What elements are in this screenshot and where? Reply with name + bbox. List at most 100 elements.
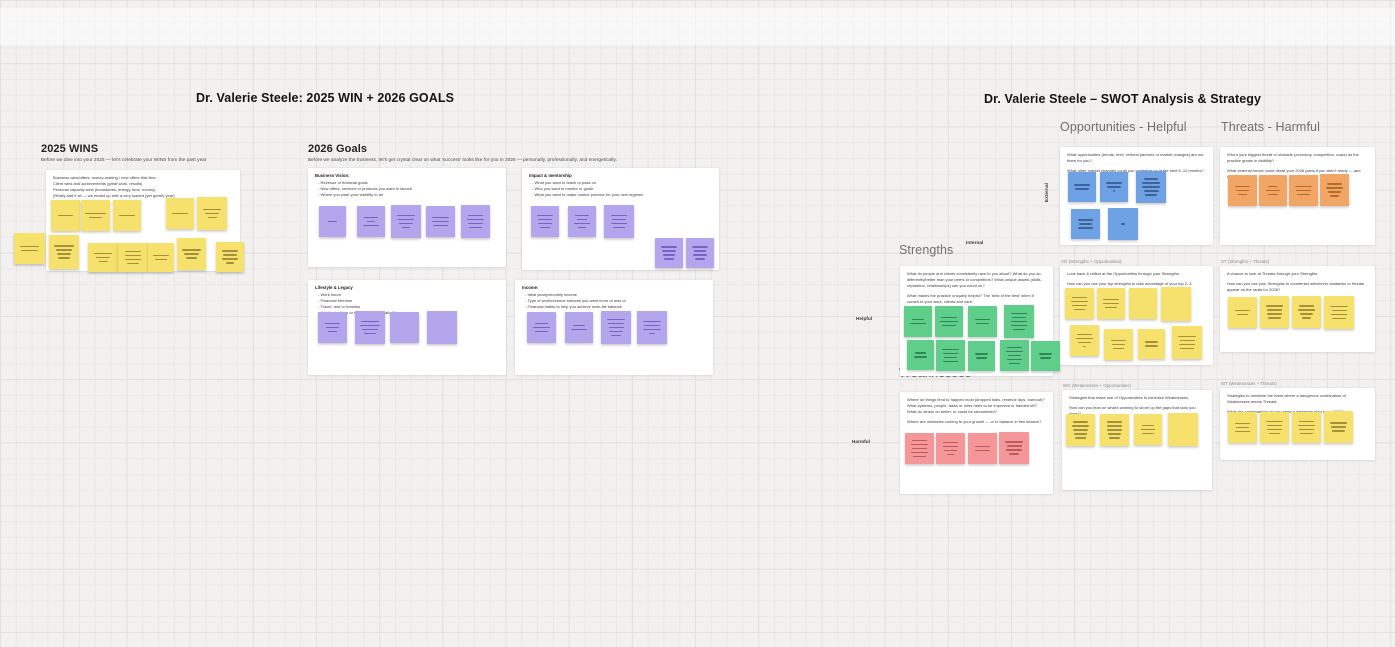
- note-text-line: [1141, 424, 1155, 427]
- sticky-note-wo-strategies-yellow[interactable]: [1168, 413, 1198, 446]
- sticky-note-weaknesses-red[interactable]: [999, 432, 1029, 464]
- swot-board-title[interactable]: Dr. Valerie Steele – SWOT Analysis & Str…: [984, 92, 1262, 106]
- sticky-note-wins-yellow[interactable]: [148, 243, 174, 272]
- sticky-note-income-purple[interactable]: [565, 312, 593, 343]
- sticky-note-opportunities-blue[interactable]: [1068, 172, 1096, 202]
- sticky-note-wins-yellow[interactable]: [197, 197, 227, 230]
- sticky-note-impact-mentorship-purple[interactable]: [686, 238, 714, 268]
- sticky-note-wins-yellow[interactable]: [49, 235, 79, 269]
- sticky-note-lifestyle-legacy-purple[interactable]: [427, 311, 457, 344]
- sticky-note-so-strategies-yellow[interactable]: [1097, 288, 1125, 319]
- frame-title-st-strategies[interactable]: ST (Strengths + Threats): [1221, 258, 1270, 264]
- internal-axis-label[interactable]: Internal: [966, 240, 984, 245]
- sticky-note-strengths-green[interactable]: [907, 340, 934, 370]
- sticky-note-wins-yellow[interactable]: [51, 200, 80, 231]
- sticky-note-so-strategies-yellow[interactable]: [1065, 288, 1094, 319]
- sticky-note-weaknesses-red[interactable]: [936, 433, 965, 464]
- note-text-line: [911, 318, 925, 321]
- sticky-note-strengths-green[interactable]: [1031, 341, 1060, 371]
- sticky-note-st-strategies-yellow[interactable]: [1292, 296, 1321, 328]
- sticky-note-impact-mentorship-purple[interactable]: [568, 206, 596, 237]
- sticky-note-so-strategies-yellow[interactable]: [1129, 288, 1157, 319]
- sticky-note-wo-strategies-yellow[interactable]: [1134, 414, 1162, 445]
- sticky-note-impact-mentorship-purple[interactable]: [604, 205, 634, 238]
- sticky-note-threats-orange[interactable]: [1320, 174, 1349, 206]
- strengths-section-label[interactable]: Strengths: [899, 243, 954, 257]
- sticky-note-strengths-green[interactable]: [936, 340, 965, 371]
- sticky-note-wins-yellow[interactable]: [216, 242, 244, 272]
- goals-heading[interactable]: 2026 Goals: [308, 143, 368, 155]
- sticky-note-wo-strategies-yellow[interactable]: [1100, 414, 1129, 446]
- sticky-note-threats-orange[interactable]: [1289, 175, 1318, 206]
- sticky-note-strengths-green[interactable]: [1004, 305, 1034, 338]
- note-text-line: [1010, 312, 1028, 315]
- harmful-axis-label[interactable]: Harmful: [852, 439, 871, 444]
- sticky-note-wins-yellow[interactable]: [81, 200, 110, 231]
- note-text-line: [207, 216, 217, 219]
- goals-board-title[interactable]: Dr. Valerie Steele: 2025 WIN + 2026 GOAL…: [196, 91, 455, 105]
- sticky-note-wt-strategies-yellow[interactable]: [1292, 412, 1321, 443]
- sticky-note-strengths-green[interactable]: [968, 341, 995, 371]
- sticky-note-weaknesses-red[interactable]: [905, 433, 934, 464]
- sticky-note-wins-yellow[interactable]: [118, 243, 148, 272]
- sticky-note-st-strategies-yellow[interactable]: [1324, 296, 1354, 329]
- note-text-line: [914, 356, 927, 358]
- sticky-note-wins-yellow[interactable]: [14, 233, 45, 264]
- sticky-note-wt-strategies-yellow[interactable]: [1260, 412, 1289, 443]
- sticky-note-opportunities-blue[interactable]: [1136, 171, 1166, 203]
- external-axis-label[interactable]: External: [1044, 183, 1049, 202]
- note-text-line: [124, 254, 142, 257]
- sticky-note-wins-yellow[interactable]: [177, 238, 206, 270]
- sticky-note-wins-yellow[interactable]: [88, 243, 118, 272]
- sticky-note-wt-strategies-yellow[interactable]: [1228, 412, 1257, 443]
- sticky-note-so-strategies-yellow[interactable]: [1104, 329, 1133, 360]
- sticky-note-opportunities-blue[interactable]: [1100, 172, 1128, 202]
- note-text-line: [361, 328, 379, 331]
- sticky-note-business-vision-purple[interactable]: [461, 205, 490, 238]
- sticky-note-wt-strategies-yellow[interactable]: [1324, 411, 1353, 443]
- sticky-note-wins-yellow[interactable]: [113, 200, 141, 231]
- sticky-note-st-strategies-yellow[interactable]: [1260, 296, 1289, 328]
- sticky-note-so-strategies-yellow[interactable]: [1161, 287, 1191, 321]
- sticky-note-st-strategies-yellow[interactable]: [1228, 297, 1257, 328]
- frame-title-wt-strategies[interactable]: WT (Weaknesses + Threats): [1221, 380, 1277, 386]
- sticky-note-strengths-green[interactable]: [935, 306, 963, 337]
- sticky-note-strengths-green[interactable]: [904, 306, 932, 337]
- sticky-note-so-strategies-yellow[interactable]: [1070, 325, 1099, 356]
- sticky-note-so-strategies-yellow[interactable]: [1172, 326, 1202, 359]
- frame-title-so-strategies[interactable]: SO (Strengths + Opportunities): [1061, 258, 1122, 264]
- sticky-note-opportunities-blue[interactable]: [1108, 208, 1138, 240]
- threats-column-label[interactable]: Threats - Harmful: [1221, 120, 1320, 134]
- sticky-note-lifestyle-legacy-purple[interactable]: [390, 312, 419, 343]
- helpful-axis-label[interactable]: Helpful: [856, 316, 873, 321]
- sticky-note-threats-orange[interactable]: [1228, 175, 1257, 206]
- sticky-note-income-purple[interactable]: [527, 312, 556, 343]
- sticky-note-threats-orange[interactable]: [1259, 175, 1287, 206]
- note-text-line: [324, 322, 341, 325]
- sticky-note-business-vision-purple[interactable]: [319, 206, 346, 237]
- sticky-note-income-purple[interactable]: [601, 311, 631, 344]
- sticky-note-lifestyle-legacy-purple[interactable]: [355, 311, 385, 344]
- sticky-note-business-vision-purple[interactable]: [391, 205, 421, 238]
- sticky-note-impact-mentorship-purple[interactable]: [531, 206, 559, 237]
- sticky-note-business-vision-purple[interactable]: [426, 206, 455, 237]
- sticky-note-so-strategies-yellow[interactable]: [1138, 329, 1165, 359]
- wins-subtitle[interactable]: Before we dive into your 2025 — let's ce…: [41, 157, 207, 162]
- goals-subtitle[interactable]: Before we analyze the business, let's ge…: [308, 157, 617, 162]
- sticky-note-wo-strategies-yellow[interactable]: [1066, 414, 1095, 446]
- sticky-note-business-vision-purple[interactable]: [357, 206, 385, 237]
- sticky-note-lifestyle-legacy-purple[interactable]: [318, 312, 347, 343]
- sticky-note-strengths-green[interactable]: [1000, 340, 1029, 371]
- sticky-note-strengths-green[interactable]: [968, 306, 997, 337]
- sticky-note-income-purple[interactable]: [637, 311, 667, 344]
- note-text-line: [1082, 345, 1087, 348]
- note-text-line: [89, 216, 102, 219]
- frame-title-wo-strategies[interactable]: WO (Weaknesses + Opportunities): [1063, 382, 1131, 388]
- sticky-note-weaknesses-red[interactable]: [968, 433, 997, 464]
- sticky-note-wins-yellow[interactable]: [166, 198, 194, 229]
- sticky-note-impact-mentorship-purple[interactable]: [655, 238, 683, 268]
- wins-heading[interactable]: 2025 WINS: [41, 143, 99, 155]
- opportunities-column-label[interactable]: Opportunities - Helpful: [1060, 120, 1187, 134]
- sticky-note-opportunities-blue[interactable]: [1071, 209, 1100, 239]
